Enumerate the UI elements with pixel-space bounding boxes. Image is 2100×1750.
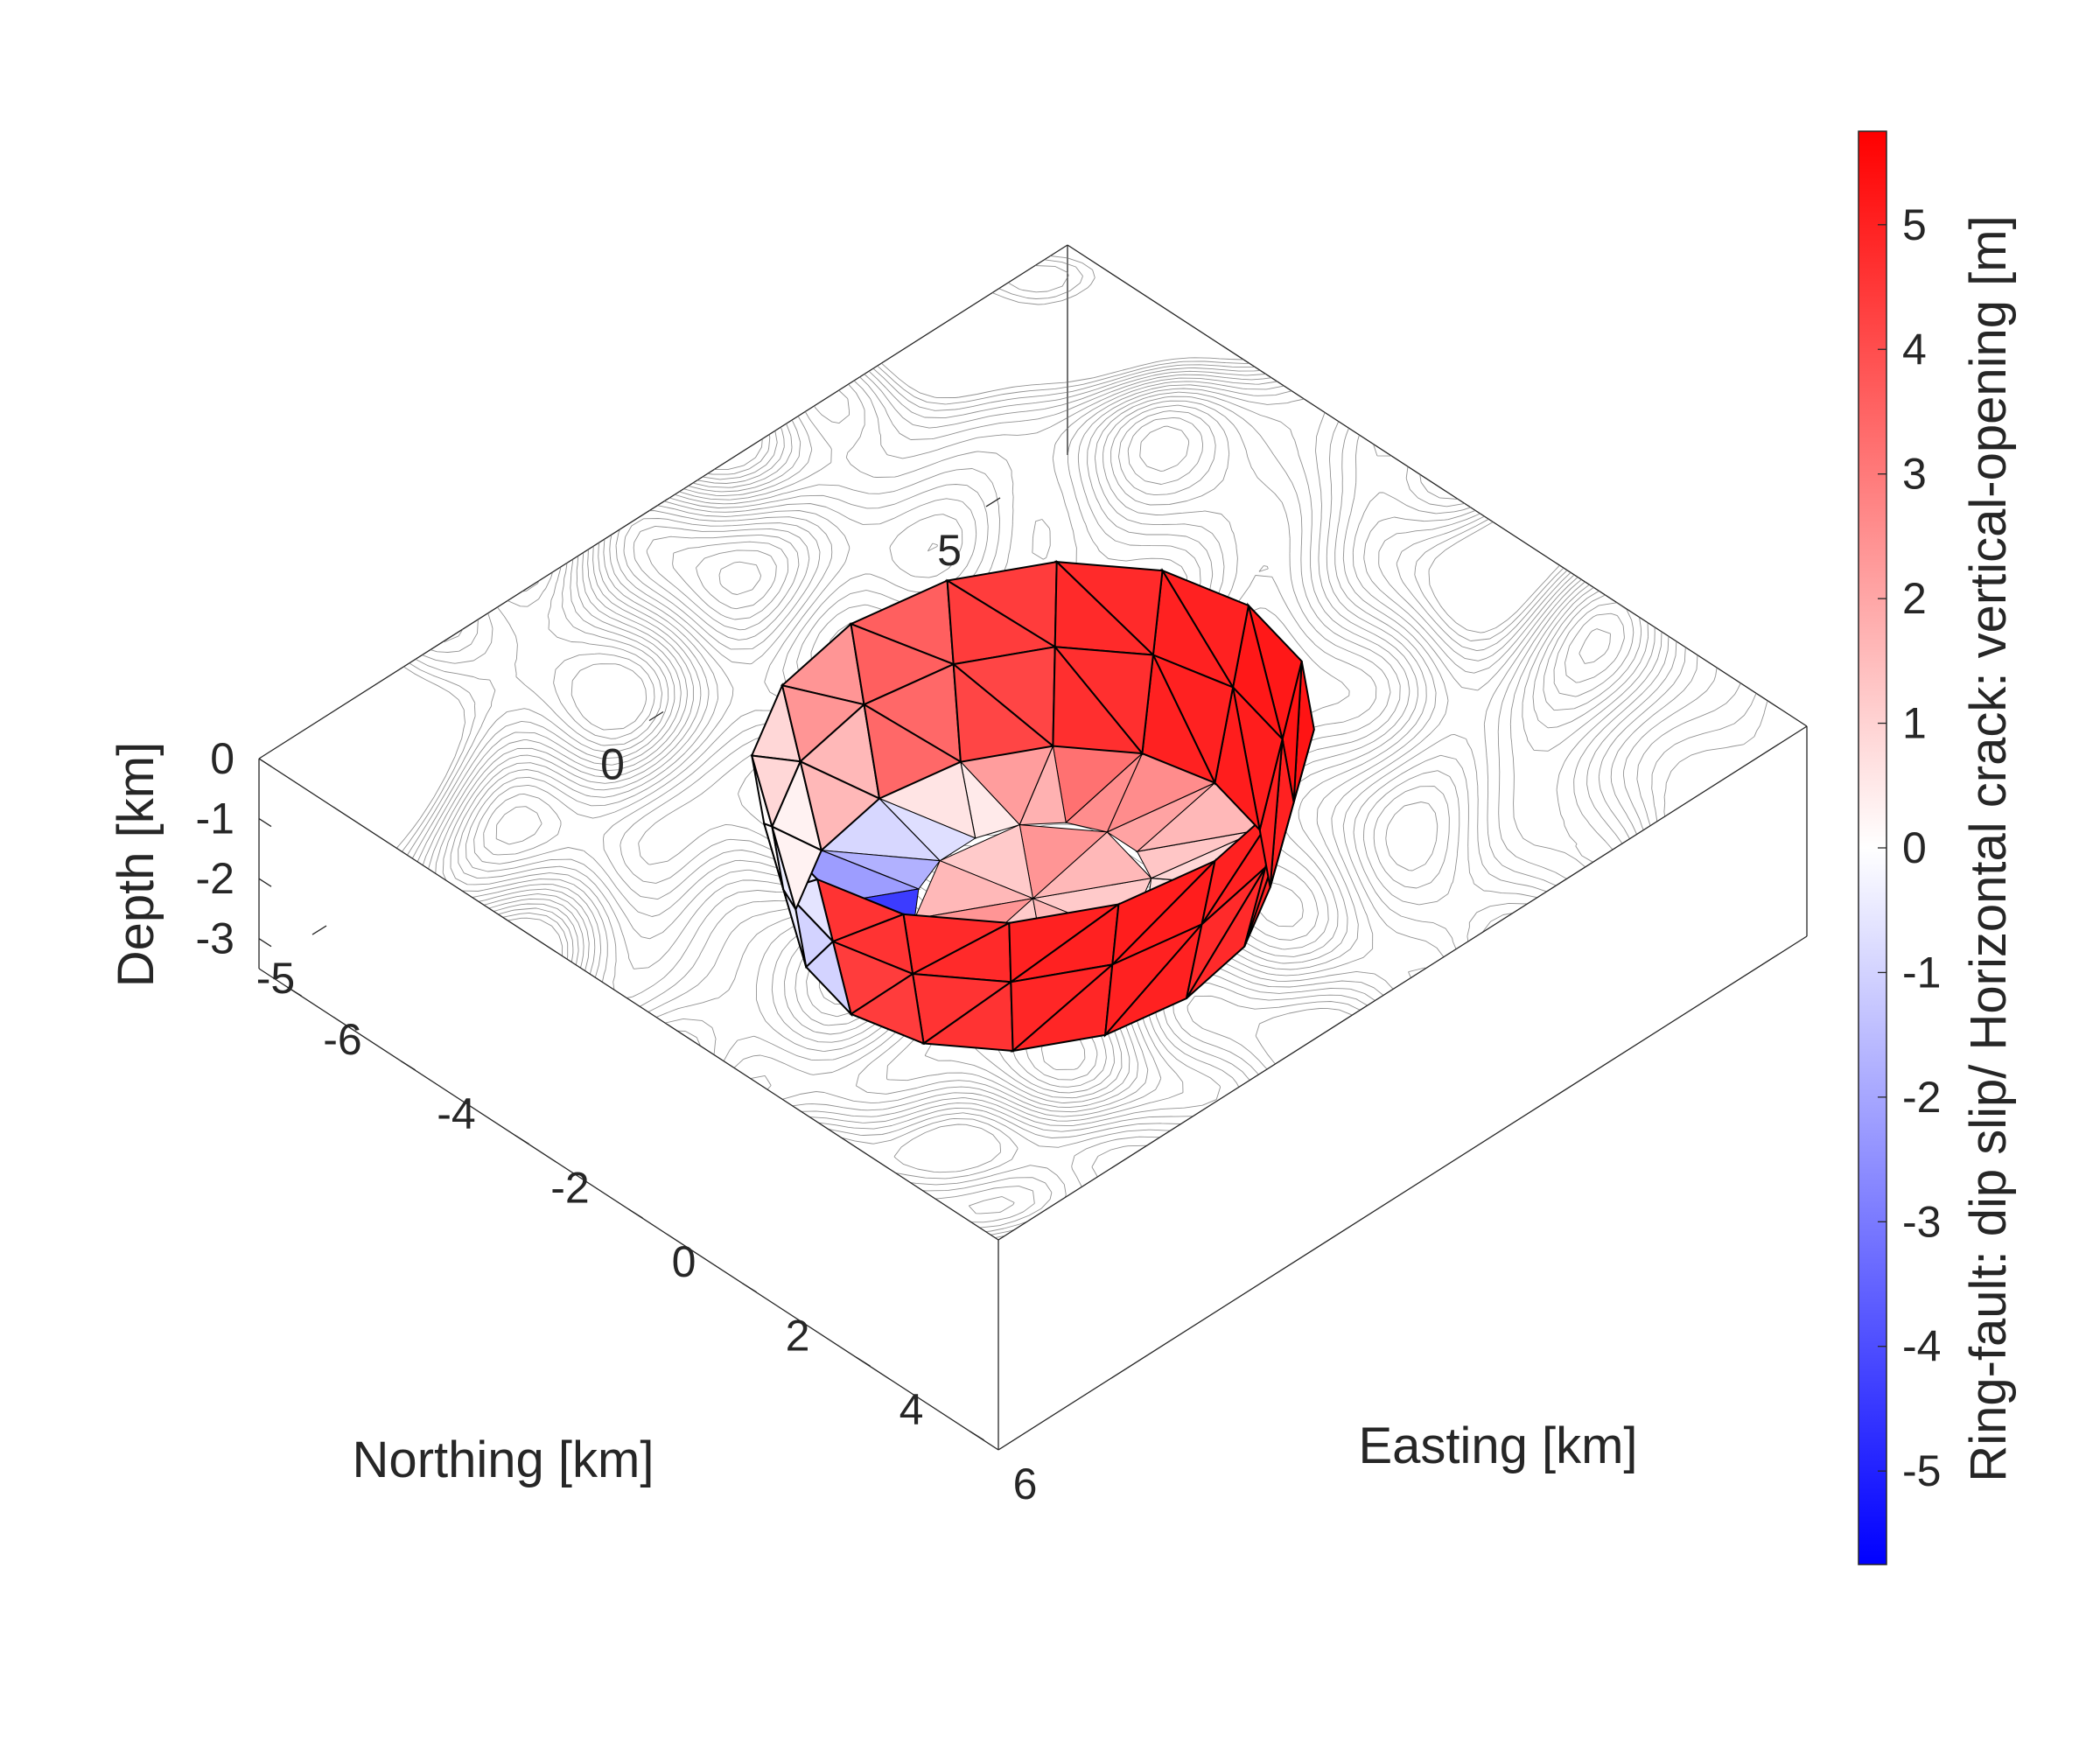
ring-fault-patch: [799, 760, 881, 852]
colorbar-tick-label: -5: [1902, 1446, 1941, 1495]
colorbar-tick-label: -3: [1902, 1197, 1941, 1246]
ring-fault: [750, 559, 1315, 1054]
box-edge-top-front-right: [998, 725, 1808, 1241]
ring-fault-patch: [863, 703, 963, 801]
z-tick-mark: [258, 818, 272, 828]
z-tick-mark: [258, 758, 272, 767]
box-edge-top-front-left: [258, 758, 999, 1241]
colorbar-tick-label: 3: [1902, 450, 1927, 499]
colorbar-tick-label: 2: [1902, 574, 1927, 623]
x-tick-mark: [970, 1431, 984, 1441]
ring-fault-patch: [952, 662, 1055, 763]
contour-line: [407, 265, 1741, 1233]
ring-fault-patch: [782, 889, 808, 968]
y-tick-mark: [312, 925, 327, 935]
colorbar-tick-label: -1: [1902, 948, 1941, 997]
x-tick-label: 6: [1013, 1460, 1038, 1508]
x-tick-mark: [287, 986, 302, 997]
x-tick-label: -6: [323, 1015, 361, 1064]
x-tick-mark: [514, 1134, 529, 1144]
z-tick-label: -1: [196, 794, 234, 844]
box-edge-bottom-front-right: [998, 935, 1808, 1451]
x-tick-label: 0: [672, 1237, 696, 1286]
colorbar-tick-label: 4: [1902, 325, 1927, 374]
x-tick-label: 2: [786, 1312, 810, 1361]
axes-box-back: [258, 244, 1808, 760]
z-axis-label: Depth [km]: [108, 742, 164, 987]
x-tick-mark: [742, 1283, 757, 1293]
axes-box-front: [258, 725, 1808, 1451]
x-tick-label: -4: [437, 1089, 475, 1138]
axis-ticks: 0 -1 -2 -3 -5 0 5 -6 -4 -2 0 2 4 6: [196, 497, 1038, 1508]
x-tick-mark: [401, 1060, 416, 1071]
colorbar-tick-label: -2: [1902, 1073, 1941, 1122]
x-tick-label: 4: [900, 1385, 924, 1434]
y-tick-mark: [648, 710, 664, 722]
colorbar-ticks: 5 4 3 2 1 0 -1 -2 -3 -4 -5: [1878, 200, 1941, 1495]
ring-fault-patch: [770, 824, 823, 913]
x-axis-label: Easting [km]: [1358, 1418, 1637, 1474]
ring-fault-patch: [849, 972, 925, 1046]
ring-fault-patch: [1052, 644, 1144, 755]
colorbar-tick-label: 5: [1902, 200, 1927, 249]
colorbar-tick-label: 1: [1902, 699, 1927, 748]
ring-fault-patch: [804, 940, 853, 1018]
x-tick-mark: [856, 1356, 871, 1367]
z-tick-mark: [258, 938, 272, 948]
colorbar-tick-label: -4: [1902, 1322, 1941, 1371]
box-edge-top-back-right: [1067, 244, 1808, 727]
x-tick-label: -2: [550, 1163, 589, 1212]
y-tick-label: 5: [937, 526, 962, 575]
y-tick-label: -5: [256, 954, 295, 1003]
y-axis-label: Northing [km]: [353, 1432, 654, 1488]
colorbar-label: Ring-fault: dip slip/ Horizontal crack: …: [1960, 215, 2017, 1481]
contour-line: [411, 368, 1718, 1228]
z-tick-label: -2: [196, 854, 234, 903]
z-tick-mark: [258, 878, 272, 887]
z-tick-label: 0: [210, 734, 234, 783]
contour-line: [422, 374, 1686, 1214]
y-tick-mark: [985, 497, 1001, 508]
z-tick-label: -3: [196, 914, 234, 963]
x-tick-mark: [628, 1208, 643, 1219]
y-tick-label: 0: [600, 740, 625, 789]
colorbar-tick-label: 0: [1902, 823, 1927, 872]
box-edge-top-back-left: [258, 244, 1068, 760]
